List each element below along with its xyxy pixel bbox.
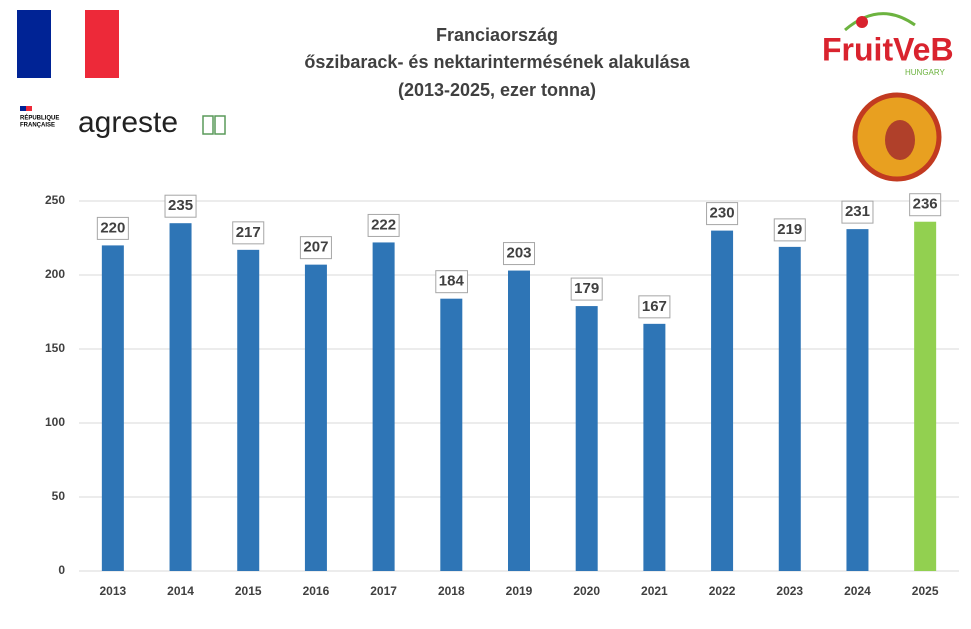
bar	[575, 306, 598, 571]
data-label: 207	[299, 236, 332, 260]
data-label: 179	[570, 277, 603, 301]
y-tick-label: 100	[45, 415, 65, 429]
x-tick-label: 2021	[641, 584, 668, 598]
bar	[846, 229, 869, 571]
bar	[508, 270, 530, 571]
x-tick-label: 2020	[573, 584, 600, 598]
y-tick-label: 150	[45, 341, 65, 355]
data-label: 222	[367, 213, 400, 237]
x-tick-label: 2024	[844, 584, 871, 598]
bar	[778, 246, 801, 571]
title-line: (2013-2025, ezer tonna)	[398, 80, 596, 100]
data-label-box	[706, 202, 739, 226]
french-flag	[17, 10, 119, 78]
agreste-logo: agreste	[78, 106, 178, 139]
x-tick-label: 2017	[370, 584, 397, 598]
data-label-text: 235	[168, 197, 193, 214]
data-label: 217	[232, 221, 265, 245]
data-label-text: 220	[100, 219, 125, 236]
data-label-box	[502, 242, 536, 266]
bar	[101, 245, 124, 571]
republique-logo: RÉPUBLIQUE FRANÇAISE	[20, 106, 59, 129]
logo-text: FruitVeB	[822, 31, 954, 67]
data-label: 184	[435, 270, 468, 294]
title-line: Franciaország	[436, 25, 558, 45]
data-label-box	[299, 236, 332, 260]
bar	[711, 230, 734, 571]
fruitveb-logo: FruitVeB HUNGARY	[822, 12, 954, 77]
logo-text: FRANÇAISE	[20, 123, 55, 129]
data-label-text: 184	[439, 273, 465, 290]
bar	[237, 249, 260, 571]
x-tick-label: 2018	[438, 584, 465, 598]
x-tick-label: 2025	[912, 584, 939, 598]
data-label-box	[841, 200, 874, 224]
data-label: 236	[909, 193, 942, 217]
data-label-text: 222	[371, 216, 396, 233]
bar	[914, 221, 937, 571]
data-label: 220	[96, 216, 129, 240]
data-label-box	[232, 221, 265, 245]
x-tick-label: 2022	[709, 584, 736, 598]
data-label-box	[638, 295, 671, 319]
data-label-box	[96, 216, 129, 240]
data-label: 167	[638, 295, 671, 319]
bar	[643, 323, 666, 571]
title-line: őszibarack- és nektarintermésének alakul…	[304, 52, 690, 72]
data-label-text: 236	[913, 196, 938, 213]
logo-text: HUNGARY	[905, 68, 946, 77]
x-tick-label: 2019	[506, 584, 533, 598]
data-label-text: 179	[574, 280, 599, 297]
peach-image	[852, 92, 942, 182]
data-label-box	[570, 277, 603, 301]
data-label-text: 219	[777, 221, 802, 238]
x-tick-label: 2015	[235, 584, 262, 598]
data-label-box	[164, 194, 197, 218]
x-tick-label: 2014	[167, 584, 194, 598]
chart-title: Franciaország őszibarack- és nektarinter…	[304, 25, 690, 100]
data-label: 219	[773, 218, 806, 242]
data-label-text: 207	[303, 239, 328, 256]
data-label-text: 167	[642, 298, 667, 315]
data-label-text: 217	[236, 224, 261, 241]
x-tick-label: 2013	[99, 584, 126, 598]
data-label-box	[773, 218, 806, 242]
y-tick-label: 200	[45, 267, 65, 281]
data-label: 203	[502, 242, 536, 266]
y-tick-label: 0	[58, 563, 65, 577]
data-label-box	[367, 213, 400, 237]
data-label-text: 230	[710, 205, 735, 222]
x-tick-label: 2023	[776, 584, 803, 598]
bar	[440, 298, 463, 571]
x-tick-label: 2016	[303, 584, 330, 598]
y-tick-label: 250	[45, 193, 65, 207]
data-label: 230	[706, 202, 739, 226]
data-label: 235	[164, 194, 197, 218]
data-label-box	[435, 270, 468, 294]
data-label-text: 203	[506, 245, 531, 262]
data-label: 231	[841, 200, 874, 224]
data-label-text: 231	[845, 203, 870, 220]
data-label-box	[909, 193, 942, 217]
y-tick-label: 50	[52, 489, 66, 503]
agreste-icon	[202, 115, 226, 135]
logo-text: RÉPUBLIQUE	[20, 114, 59, 122]
bar	[169, 223, 192, 571]
bar	[304, 264, 327, 571]
bar	[372, 242, 395, 571]
